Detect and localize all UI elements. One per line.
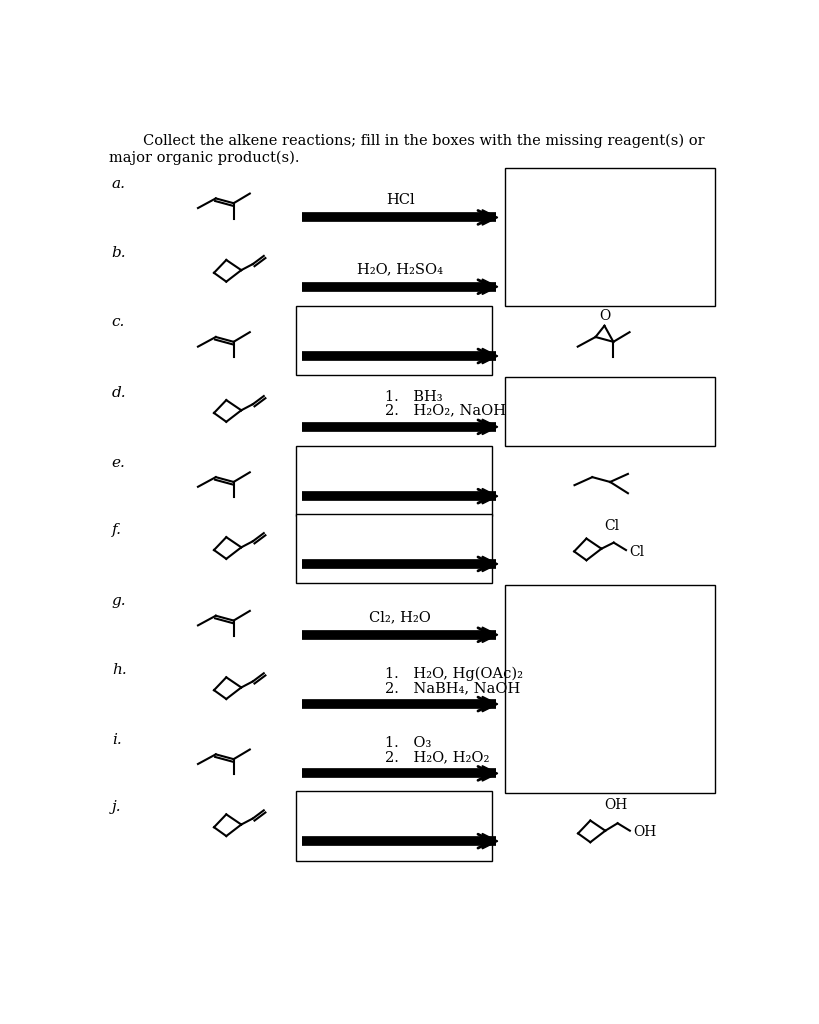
Text: 1. O₃: 1. O₃	[384, 736, 431, 751]
Text: O: O	[598, 309, 609, 324]
Text: g.: g.	[111, 594, 126, 608]
Bar	[296, 514, 491, 584]
Polygon shape	[482, 556, 497, 571]
Text: 2. H₂O, H₂O₂: 2. H₂O, H₂O₂	[384, 751, 488, 764]
Text: j.: j.	[111, 801, 121, 814]
Polygon shape	[482, 419, 497, 434]
Text: H₂O, H₂SO₄: H₂O, H₂SO₄	[356, 262, 442, 275]
Bar	[505, 585, 714, 793]
Bar	[296, 446, 491, 515]
Bar	[505, 168, 714, 306]
Polygon shape	[482, 834, 497, 849]
Polygon shape	[482, 210, 497, 225]
Text: h.: h.	[111, 664, 126, 678]
Text: d.: d.	[111, 386, 126, 400]
Text: b.: b.	[111, 246, 126, 260]
Text: OH: OH	[604, 799, 627, 812]
Text: HCl: HCl	[385, 193, 414, 207]
Text: e.: e.	[111, 456, 125, 470]
Bar	[296, 792, 491, 860]
Polygon shape	[482, 279, 497, 295]
Polygon shape	[482, 766, 497, 781]
Polygon shape	[482, 348, 497, 364]
Polygon shape	[482, 488, 497, 504]
Bar	[296, 306, 491, 376]
Text: 2. NaBH₄, NaOH: 2. NaBH₄, NaOH	[384, 681, 519, 695]
Text: 1. H₂O, Hg(OAc)₂: 1. H₂O, Hg(OAc)₂	[384, 667, 522, 681]
Text: a.: a.	[111, 177, 125, 190]
Text: Collect the alkene reactions; fill in the boxes with the missing reagent(s) or: Collect the alkene reactions; fill in th…	[143, 134, 704, 148]
Text: Cl: Cl	[628, 545, 644, 559]
Text: Cl: Cl	[604, 518, 619, 532]
Text: major organic product(s).: major organic product(s).	[109, 151, 299, 165]
Polygon shape	[482, 627, 497, 642]
Text: OH: OH	[632, 825, 655, 840]
Polygon shape	[482, 696, 497, 712]
Text: i.: i.	[111, 733, 121, 746]
Text: 2. H₂O₂, NaOH: 2. H₂O₂, NaOH	[384, 403, 505, 418]
Bar	[505, 377, 714, 446]
Text: 1. BH₃: 1. BH₃	[384, 390, 441, 403]
Text: f.: f.	[111, 523, 122, 538]
Text: c.: c.	[111, 315, 125, 330]
Text: Cl₂, H₂O: Cl₂, H₂O	[369, 610, 431, 624]
